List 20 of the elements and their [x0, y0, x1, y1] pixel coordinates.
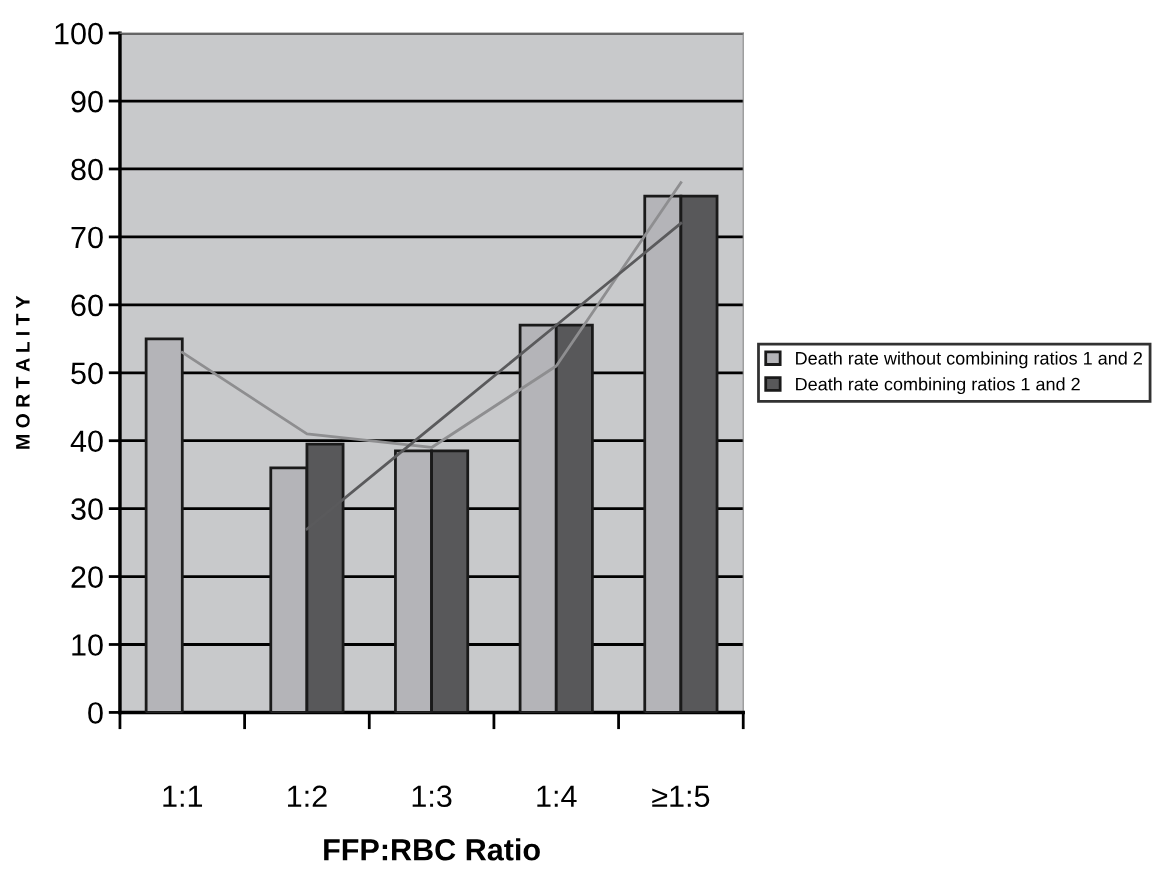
y-tick-label: 50	[71, 362, 103, 385]
y-tick-label: 80	[71, 158, 103, 181]
y-tick-label: 90	[71, 90, 103, 113]
legend-label: Death rate without combining ratios 1 and 2	[796, 351, 1142, 369]
y-tick-label: 40	[70, 430, 103, 453]
x-tick-label: 1:2	[288, 785, 327, 807]
x-tick-label: 1:1	[163, 785, 203, 807]
y-tick-label: 20	[71, 566, 103, 588]
y-tick-label: 0	[88, 702, 103, 724]
legend-label: Death rate combining ratios 1 and 2	[796, 377, 1080, 395]
y-tick-label: 100	[55, 22, 103, 45]
x-axis-title: FFP:RBC Ratio	[324, 838, 540, 861]
x-tick-label: 1:4	[537, 785, 577, 807]
y-tick-label: 70	[71, 226, 103, 249]
y-axis-title: M O R T A L I T Y	[15, 295, 30, 449]
y-tick-label: 60	[71, 294, 103, 317]
y-tick-label: 10	[72, 634, 103, 656]
x-tick-label: ≥1:5	[652, 785, 710, 808]
x-tick-label: 1:3	[412, 785, 452, 808]
y-tick-label: 30	[71, 498, 103, 520]
